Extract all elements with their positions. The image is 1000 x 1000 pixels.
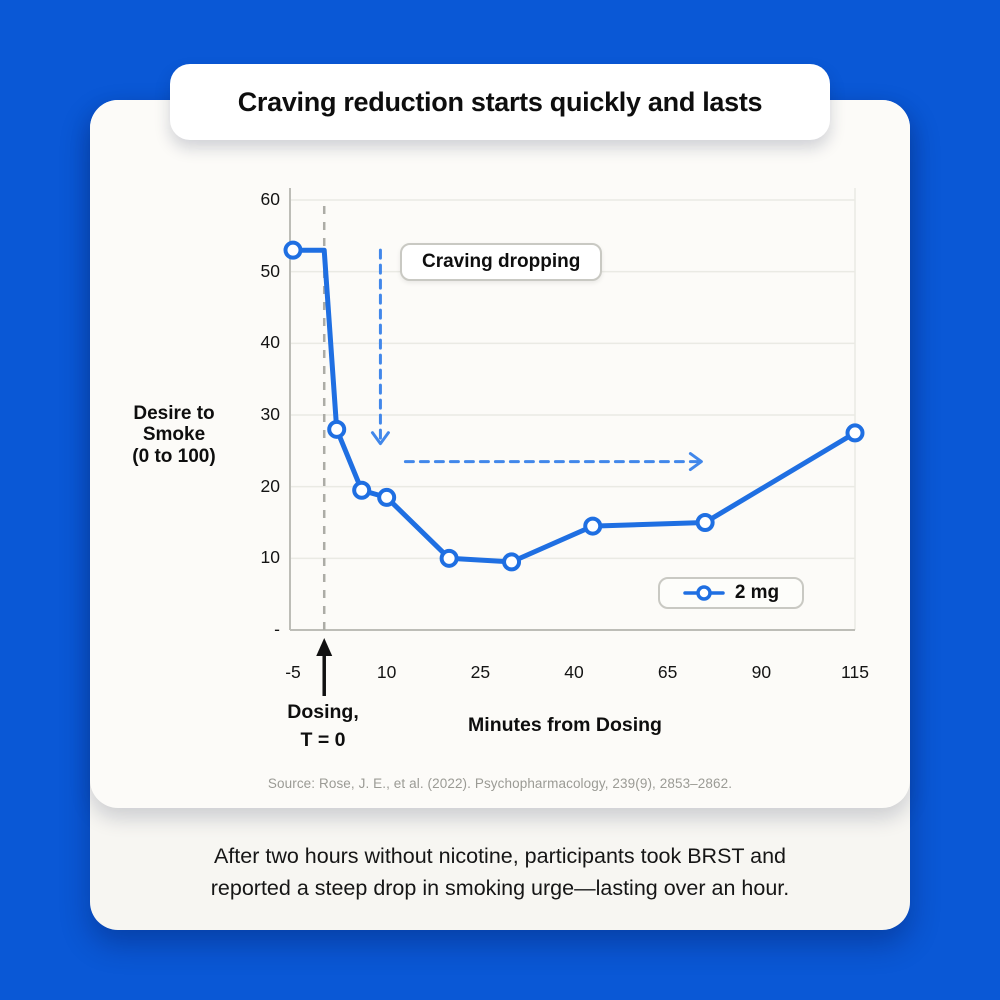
y-tick-label: 60 <box>260 189 280 209</box>
data-point-marker <box>583 516 603 536</box>
y-axis-title: Desire to Smoke (0 to 100) <box>132 403 216 467</box>
x-tick-label: 40 <box>564 662 584 682</box>
x-tick-label: 90 <box>751 662 772 682</box>
y-tick-label: 10 <box>260 547 280 568</box>
arrow-up-head-icon <box>316 638 333 656</box>
data-point-marker <box>352 480 372 500</box>
data-point-marker <box>695 513 715 532</box>
caption-line-1: After two hours without nicotine, partic… <box>213 844 787 868</box>
x-tick-label: 10 <box>376 662 397 682</box>
chart-title-pill: Craving reduction starts quickly and las… <box>170 64 830 140</box>
arrow-down-head-icon <box>370 431 390 446</box>
dosing-annotation: Dosing, T = 0 <box>287 701 359 752</box>
data-point-marker <box>845 423 865 443</box>
chart-card: Desire to Smoke (0 to 100) Craving dropp… <box>90 100 910 808</box>
data-point-marker <box>377 487 397 507</box>
data-point-marker <box>283 240 303 260</box>
legend: 2 mg <box>658 577 804 609</box>
x-tick-label: 115 <box>841 662 869 682</box>
y-tick-label: 40 <box>260 332 280 353</box>
y-tick-label: 50 <box>260 260 280 281</box>
craving-dropping-annotation: Craving dropping <box>400 243 603 281</box>
x-tick-label: 25 <box>470 662 491 682</box>
data-point-marker <box>502 552 522 572</box>
data-point-marker <box>439 548 459 568</box>
chart-title: Craving reduction starts quickly and las… <box>237 86 763 117</box>
data-point-marker <box>327 419 347 439</box>
source-citation: Source: Rose, J. E., et al. (2022). Psyc… <box>267 776 733 791</box>
arrow-right-head-icon <box>688 452 703 472</box>
y-tick-label: 30 <box>260 404 280 424</box>
x-tick-label: -5 <box>285 662 301 682</box>
x-tick-label: 65 <box>657 662 678 682</box>
x-axis-title: Minutes from Dosing <box>468 714 662 736</box>
series-line-2mg <box>290 247 858 565</box>
caption-text: After two hours without nicotine, partic… <box>90 840 910 905</box>
caption-line-2: reported a steep drop in smoking urge—la… <box>210 876 790 901</box>
y-tick-label: 20 <box>260 475 280 496</box>
legend-label: 2 mg <box>734 582 780 603</box>
legend-marker-icon <box>683 585 725 601</box>
line-chart-plot <box>283 188 865 696</box>
y-tick-label: - <box>274 619 280 639</box>
